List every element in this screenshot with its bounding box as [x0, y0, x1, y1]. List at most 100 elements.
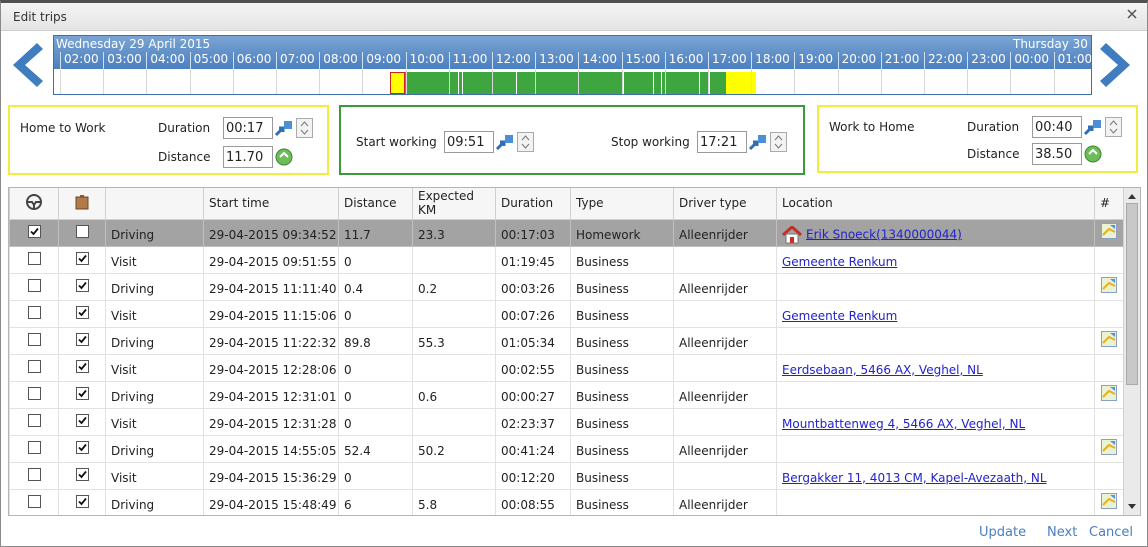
scroll-down[interactable] [1126, 502, 1138, 512]
update-button[interactable]: Update [979, 525, 1027, 540]
map-icon[interactable] [1101, 493, 1117, 509]
trip-row[interactable]: Visit 29-04-2015 11:15:06 0 00:07:26 Busines… [9, 299, 1124, 328]
distance-field[interactable]: 38.50 [1032, 142, 1104, 166]
cell-text: 00:08:55 [501, 497, 555, 512]
pick-icon[interactable] [273, 118, 295, 138]
panel-label: Work to Home [829, 120, 915, 134]
spin-down[interactable] [518, 142, 533, 151]
location-link[interactable]: Bergakker 11, 4013 CM, Kapel-Avezaath, N… [782, 470, 1047, 485]
checkbox[interactable] [27, 359, 41, 373]
pick-icon[interactable] [1082, 144, 1104, 164]
icon-shape [1093, 120, 1101, 128]
map-icon[interactable] [1101, 439, 1117, 455]
checkbox-checked[interactable] [75, 278, 89, 292]
checkbox[interactable] [27, 305, 41, 319]
trip-row[interactable]: Visit 29-04-2015 12:28:06 0 00:02:55 Busines… [9, 353, 1124, 382]
checkbox-checked[interactable] [75, 251, 89, 265]
spin-up[interactable] [771, 133, 786, 142]
duration-field[interactable]: 00:17 [223, 116, 313, 140]
trip-row[interactable]: Driving 29-04-2015 09:34:52 11.7 23.3 00:17:… [9, 218, 1124, 247]
location-link[interactable]: Mountbattenweg 4, 5466 AX, Veghel, NL [782, 416, 1026, 431]
map-water [1110, 279, 1115, 283]
cell [412, 245, 496, 274]
spin-up[interactable] [1106, 118, 1121, 127]
input[interactable]: 38.50 [1032, 143, 1082, 165]
scroll-thumb[interactable] [1126, 203, 1138, 385]
trip-row[interactable]: Driving 29-04-2015 12:31:01 0 0.6 00:00:27 Bu… [9, 380, 1124, 409]
duration-field[interactable]: 00:40 [1032, 115, 1122, 139]
checkbox-checked[interactable] [75, 413, 89, 427]
location-link[interactable]: Erik Snoeck(1340000044) [806, 227, 962, 241]
spin-up[interactable] [518, 133, 533, 142]
checkbox[interactable] [75, 224, 89, 238]
previous-day-arrow[interactable] [7, 41, 45, 89]
checkbox[interactable] [27, 494, 41, 508]
spin-up[interactable] [297, 119, 312, 128]
trip-row[interactable]: Driving 29-04-2015 11:22:32 89.8 55.3 01:05:… [9, 326, 1124, 355]
map-icon[interactable] [1101, 277, 1117, 293]
trip-row[interactable]: Visit 29-04-2015 15:36:29 0 00:12:20 Busines… [9, 461, 1124, 490]
cancel-button[interactable]: Cancel [1089, 525, 1134, 540]
close-button[interactable] [1125, 7, 1139, 21]
checkbox-checked[interactable] [75, 305, 89, 319]
spin-down[interactable] [771, 142, 786, 151]
trip-segment[interactable] [405, 72, 726, 94]
checkbox-checked[interactable] [75, 440, 89, 454]
checkbox[interactable] [27, 251, 41, 265]
spin-down[interactable] [1106, 127, 1121, 136]
distance-field[interactable]: 11.70 [223, 145, 295, 169]
spinner[interactable] [517, 132, 534, 152]
pick-icon[interactable] [494, 132, 516, 152]
next-day-arrow[interactable] [1098, 41, 1136, 89]
checkbox-checked[interactable] [75, 332, 89, 346]
timeline-hour: 09:00 [362, 52, 405, 69]
spinner[interactable] [770, 132, 787, 152]
timeline-hour: 19:00 [794, 52, 837, 69]
checkbox-checked[interactable] [75, 494, 89, 508]
input[interactable]: 11.70 [223, 146, 273, 168]
checkbox-checked[interactable] [75, 386, 89, 400]
stop-field[interactable]: 17:21 [697, 130, 787, 154]
map-icon[interactable] [1101, 223, 1117, 239]
checkbox-checked[interactable] [75, 359, 89, 373]
location-link[interactable]: Gemeente Renkum [782, 308, 898, 323]
trip-row[interactable]: Visit 29-04-2015 12:31:28 0 02:23:37 Busines… [9, 407, 1124, 436]
pick-icon[interactable] [747, 132, 769, 152]
trip-segment[interactable] [726, 72, 756, 94]
checkbox[interactable] [27, 278, 41, 292]
input[interactable]: 00:17 [223, 117, 273, 139]
checkbox[interactable] [27, 467, 41, 481]
map-icon[interactable] [1101, 385, 1117, 401]
input[interactable]: 09:51 [444, 131, 494, 153]
location-link[interactable]: Gemeente Renkum [782, 254, 898, 269]
input[interactable]: 17:21 [697, 131, 747, 153]
trip-row[interactable]: Driving 29-04-2015 11:11:40 0.4 0.2 00:03:26… [9, 272, 1124, 301]
checkmark [77, 389, 87, 397]
spinner[interactable] [296, 118, 313, 138]
map-icon[interactable] [1101, 331, 1117, 347]
trip-segment[interactable] [390, 72, 405, 94]
cell: Driving [105, 326, 204, 355]
check-cell [58, 218, 106, 247]
pick-icon[interactable] [273, 147, 295, 167]
spinner[interactable] [1105, 117, 1122, 137]
trip-row[interactable]: Driving 29-04-2015 15:48:49 6 5.8 00:08:55 Bu… [9, 488, 1124, 515]
scroll-up[interactable] [1126, 191, 1138, 201]
spin-down[interactable] [297, 128, 312, 137]
location-link[interactable]: Eerdsebaan, 5466 AX, Veghel, NL [782, 362, 983, 377]
checkbox[interactable] [27, 332, 41, 346]
trip-row[interactable]: Visit 29-04-2015 09:51:55 0 01:19:45 Busines… [9, 245, 1124, 274]
checkbox[interactable] [27, 386, 41, 400]
checkbox-box [27, 359, 41, 373]
scrollbar[interactable] [1123, 188, 1140, 515]
checkbox-checked[interactable] [27, 224, 41, 238]
map-bg [1101, 439, 1117, 455]
checkbox-checked[interactable] [75, 467, 89, 481]
checkbox[interactable] [27, 413, 41, 427]
input[interactable]: 00:40 [1032, 116, 1082, 138]
next-button[interactable]: Next [1047, 525, 1078, 540]
checkbox[interactable] [27, 440, 41, 454]
trip-row[interactable]: Driving 29-04-2015 14:55:05 52.4 50.2 00:41:… [9, 434, 1124, 463]
start-field[interactable]: 09:51 [444, 130, 534, 154]
pick-icon[interactable] [1082, 117, 1104, 137]
